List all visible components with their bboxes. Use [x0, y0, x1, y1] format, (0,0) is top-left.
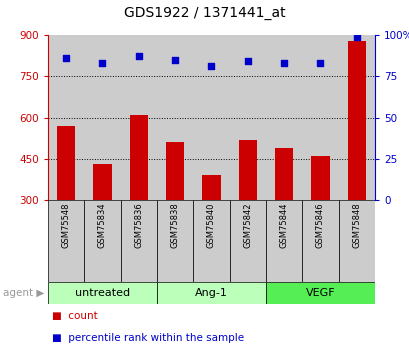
- Bar: [48, 200, 84, 282]
- Bar: [157, 282, 265, 304]
- Bar: [265, 282, 374, 304]
- Bar: [265, 200, 301, 282]
- Bar: [48, 282, 157, 304]
- Bar: [338, 200, 374, 282]
- Bar: [202, 175, 220, 200]
- Bar: [338, 35, 374, 200]
- Bar: [157, 35, 193, 200]
- Bar: [193, 35, 229, 200]
- Text: agent ▶: agent ▶: [2, 288, 44, 298]
- Bar: [84, 200, 120, 282]
- Bar: [57, 126, 75, 200]
- Text: VEGF: VEGF: [305, 288, 335, 298]
- Text: GSM75842: GSM75842: [243, 203, 252, 248]
- Text: ■  count: ■ count: [52, 310, 98, 321]
- Point: [317, 60, 323, 66]
- Bar: [311, 156, 329, 200]
- Point: [171, 57, 178, 62]
- Bar: [166, 142, 184, 200]
- Point: [353, 34, 359, 39]
- Bar: [193, 200, 229, 282]
- Bar: [120, 200, 157, 282]
- Text: ■  percentile rank within the sample: ■ percentile rank within the sample: [52, 333, 244, 343]
- Point: [135, 54, 142, 59]
- Bar: [274, 148, 292, 200]
- Text: GDS1922 / 1371441_at: GDS1922 / 1371441_at: [124, 6, 285, 20]
- Point: [280, 60, 287, 66]
- Text: GSM75548: GSM75548: [61, 203, 70, 248]
- Point: [63, 55, 69, 61]
- Bar: [229, 200, 265, 282]
- Text: untreated: untreated: [75, 288, 130, 298]
- Bar: [229, 35, 265, 200]
- Point: [99, 60, 106, 66]
- Text: Ang-1: Ang-1: [195, 288, 227, 298]
- Bar: [93, 164, 111, 200]
- Bar: [301, 35, 338, 200]
- Text: GSM75846: GSM75846: [315, 203, 324, 248]
- Text: GSM75840: GSM75840: [207, 203, 216, 248]
- Bar: [301, 200, 338, 282]
- Bar: [347, 40, 365, 200]
- Bar: [48, 35, 84, 200]
- Bar: [120, 35, 157, 200]
- Bar: [129, 115, 148, 200]
- Bar: [238, 139, 256, 200]
- Text: GSM75848: GSM75848: [351, 203, 360, 248]
- Text: GSM75844: GSM75844: [279, 203, 288, 248]
- Bar: [265, 35, 301, 200]
- Point: [208, 63, 214, 69]
- Bar: [84, 35, 120, 200]
- Text: GSM75838: GSM75838: [170, 203, 179, 248]
- Bar: [157, 200, 193, 282]
- Text: GSM75834: GSM75834: [98, 203, 107, 248]
- Text: GSM75836: GSM75836: [134, 203, 143, 248]
- Point: [244, 59, 250, 64]
